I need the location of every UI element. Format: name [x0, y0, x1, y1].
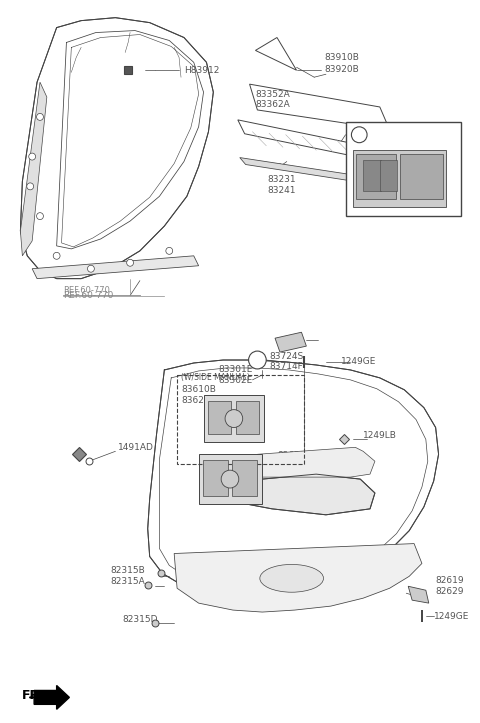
- Text: 83352A: 83352A: [255, 90, 290, 98]
- Text: 83362A: 83362A: [255, 100, 290, 109]
- Polygon shape: [236, 401, 259, 435]
- Circle shape: [351, 127, 367, 142]
- Text: 82315D: 82315D: [122, 615, 158, 625]
- Text: REF.60-770: REF.60-770: [63, 286, 110, 295]
- Circle shape: [221, 470, 239, 488]
- Polygon shape: [34, 685, 70, 709]
- Polygon shape: [204, 395, 264, 442]
- Text: 83231: 83231: [267, 175, 296, 184]
- Text: 82315A: 82315A: [110, 577, 145, 586]
- Circle shape: [36, 114, 43, 120]
- Text: 1249GE: 1249GE: [341, 357, 376, 367]
- Ellipse shape: [260, 565, 324, 592]
- Text: 83920B: 83920B: [324, 65, 359, 74]
- Polygon shape: [208, 401, 231, 435]
- Text: a: a: [255, 356, 260, 364]
- Polygon shape: [32, 256, 199, 278]
- Circle shape: [27, 183, 34, 190]
- Polygon shape: [400, 153, 444, 200]
- Text: 83301E: 83301E: [218, 365, 252, 375]
- Polygon shape: [363, 160, 381, 192]
- Text: H83912: H83912: [184, 66, 219, 74]
- Circle shape: [87, 265, 95, 272]
- Circle shape: [249, 351, 266, 369]
- Text: REF.60-770: REF.60-770: [63, 291, 114, 300]
- Bar: [346, 122, 461, 216]
- Text: 93580C: 93580C: [375, 127, 410, 136]
- Text: 82315B: 82315B: [110, 566, 145, 575]
- Text: 82619: 82619: [436, 576, 464, 585]
- Text: FR.: FR.: [23, 689, 46, 702]
- Text: (W/SIDE MANUAL): (W/SIDE MANUAL): [181, 373, 250, 382]
- Text: 83241: 83241: [267, 186, 296, 194]
- Text: 83714F: 83714F: [269, 362, 303, 372]
- Text: 83910B: 83910B: [324, 53, 359, 62]
- Polygon shape: [353, 150, 446, 208]
- Text: 83302E: 83302E: [218, 377, 252, 385]
- Circle shape: [225, 410, 243, 427]
- Text: 1491AD: 1491AD: [119, 442, 154, 452]
- Polygon shape: [275, 333, 306, 352]
- Bar: [177, 375, 304, 464]
- Text: 82629: 82629: [436, 587, 464, 596]
- Polygon shape: [218, 474, 375, 515]
- Text: 83620B: 83620B: [181, 396, 216, 405]
- Text: 83724S: 83724S: [269, 351, 303, 361]
- Polygon shape: [408, 586, 429, 603]
- Circle shape: [36, 213, 43, 220]
- Polygon shape: [148, 360, 439, 596]
- Polygon shape: [380, 160, 397, 192]
- Polygon shape: [238, 120, 390, 163]
- Polygon shape: [199, 454, 262, 504]
- Circle shape: [127, 260, 133, 266]
- Polygon shape: [21, 82, 47, 256]
- Circle shape: [166, 247, 173, 254]
- Circle shape: [53, 252, 60, 260]
- Text: 1249GE: 1249GE: [433, 612, 469, 620]
- Text: 1249LB: 1249LB: [363, 431, 397, 440]
- Polygon shape: [250, 84, 390, 130]
- Polygon shape: [240, 158, 387, 187]
- Circle shape: [29, 153, 36, 160]
- Polygon shape: [21, 17, 213, 278]
- Polygon shape: [174, 544, 422, 612]
- Text: 82610: 82610: [277, 462, 306, 471]
- Polygon shape: [255, 38, 297, 70]
- Text: 83610B: 83610B: [181, 385, 216, 394]
- Polygon shape: [203, 461, 228, 496]
- Polygon shape: [356, 153, 396, 200]
- Text: a: a: [357, 130, 361, 140]
- Polygon shape: [232, 461, 257, 496]
- Text: 82620: 82620: [277, 450, 305, 460]
- Polygon shape: [252, 448, 375, 477]
